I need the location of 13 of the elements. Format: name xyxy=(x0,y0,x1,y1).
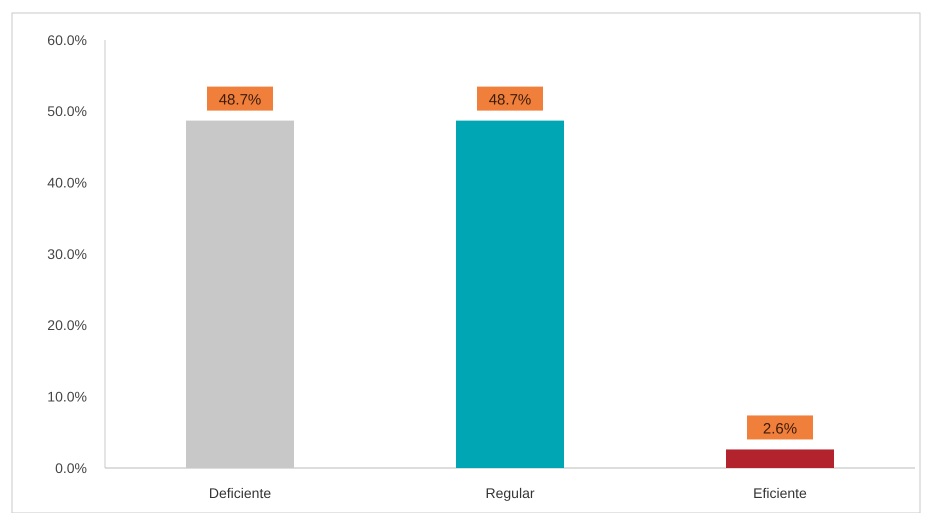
x-tick-label: Eficiente xyxy=(753,485,808,501)
x-tick-label: Regular xyxy=(485,485,535,501)
y-tick-label: 60.0% xyxy=(47,32,87,48)
y-tick-label: 20.0% xyxy=(47,317,87,334)
y-tick-label: 30.0% xyxy=(47,246,87,262)
y-tick-label: 50.0% xyxy=(47,103,87,120)
x-tick-label: Deficiente xyxy=(208,485,272,501)
y-tick-label: 0.0% xyxy=(55,460,87,476)
y-tick-label: 10.0% xyxy=(47,388,87,405)
data-label: 48.7% xyxy=(488,92,532,109)
data-label: 2.6% xyxy=(762,420,798,438)
data-label: 48.7% xyxy=(218,92,262,109)
y-tick-label: 40.0% xyxy=(47,174,87,191)
